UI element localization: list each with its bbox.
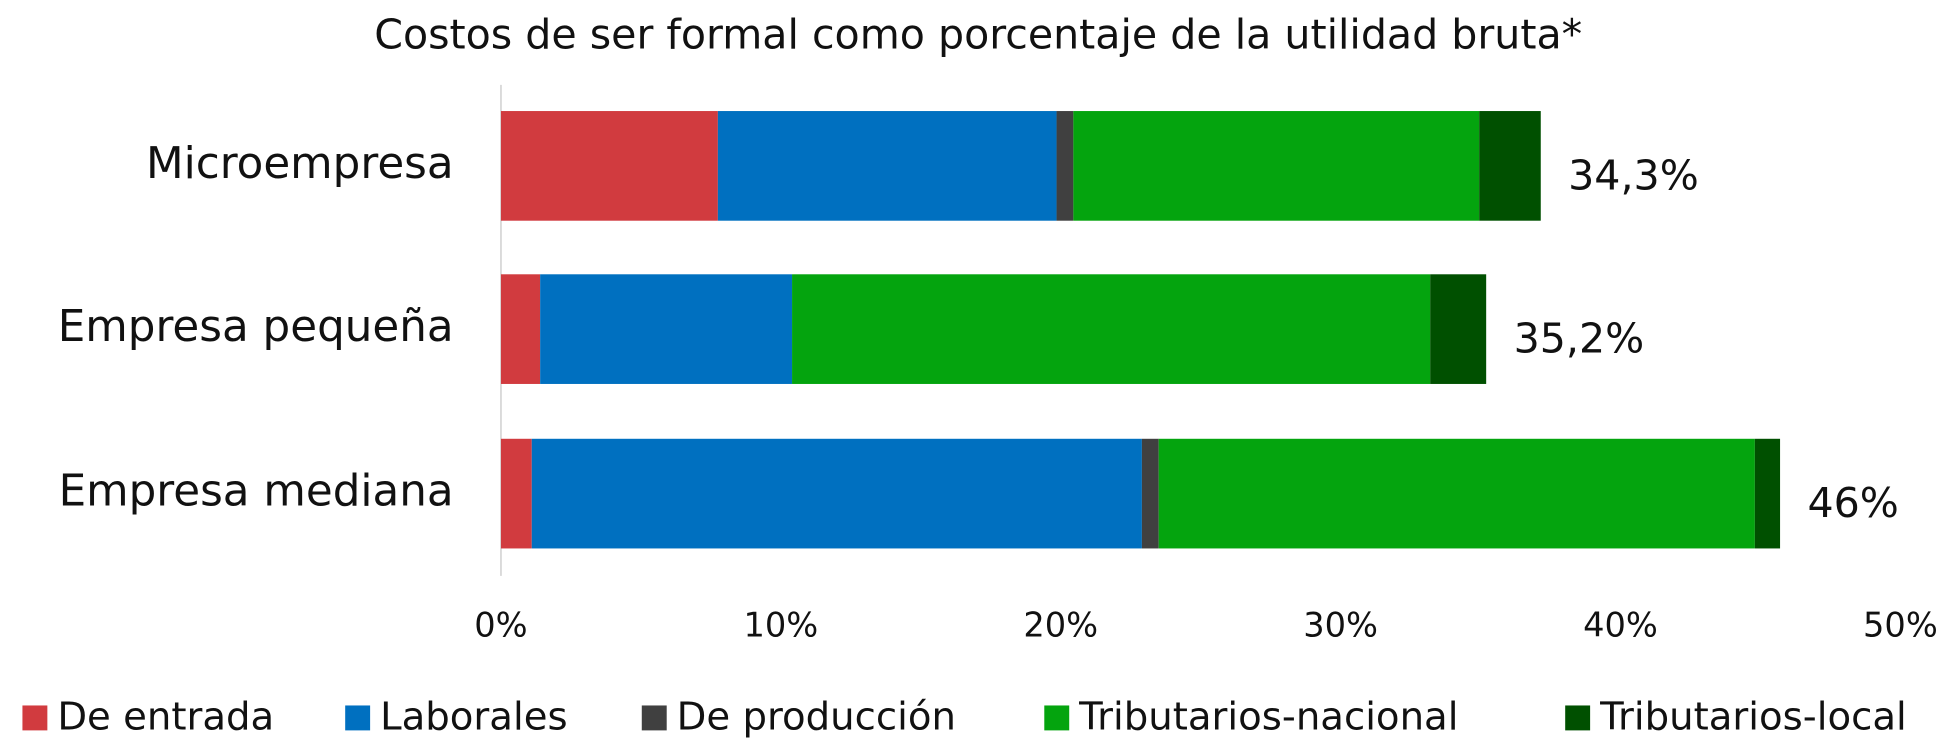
bar-segment [1754, 438, 1781, 549]
bar-segment [1430, 274, 1487, 384]
bar-segment [500, 274, 541, 384]
x-tick-label: 20% [1023, 605, 1098, 644]
category-label: Microempresa [146, 139, 454, 189]
bar-segment [540, 274, 793, 384]
bar-segment [1479, 111, 1541, 221]
bar-segment [500, 438, 532, 549]
bar-segment [531, 438, 1142, 549]
x-tick-label: 50% [1863, 605, 1938, 644]
legend-label: Tributarios-local [1599, 695, 1907, 738]
category-label: Empresa pequeña [58, 302, 454, 352]
legend-swatch [22, 705, 48, 731]
x-tick-label: 0% [474, 605, 527, 644]
bar-segment [1073, 111, 1480, 221]
legend-swatch [1565, 705, 1591, 731]
total-label: 46% [1807, 479, 1898, 527]
bar-segment [1158, 438, 1755, 549]
legend-swatch [1044, 705, 1070, 731]
legend-label: Laborales [380, 695, 568, 738]
total-label: 34,3% [1568, 151, 1699, 199]
x-tick-label: 40% [1583, 605, 1658, 644]
legend-swatch [641, 705, 667, 731]
bar-segment [500, 111, 718, 221]
category-label: Empresa mediana [59, 467, 454, 517]
bar-segment [717, 111, 1057, 221]
bar-segment [1141, 438, 1159, 549]
legend-label: De producción [677, 695, 956, 738]
bar-segment [792, 274, 1431, 384]
x-tick-label: 10% [743, 605, 818, 644]
total-label: 35,2% [1514, 315, 1645, 363]
bar-segment [1056, 111, 1074, 221]
legend-swatch [345, 705, 371, 731]
legend-label: Tributarios-nacional [1078, 695, 1458, 738]
chart-title: Costos de ser formal como porcentaje de … [374, 11, 1582, 59]
legend-label: De entrada [57, 695, 274, 738]
x-tick-label: 30% [1303, 605, 1378, 644]
